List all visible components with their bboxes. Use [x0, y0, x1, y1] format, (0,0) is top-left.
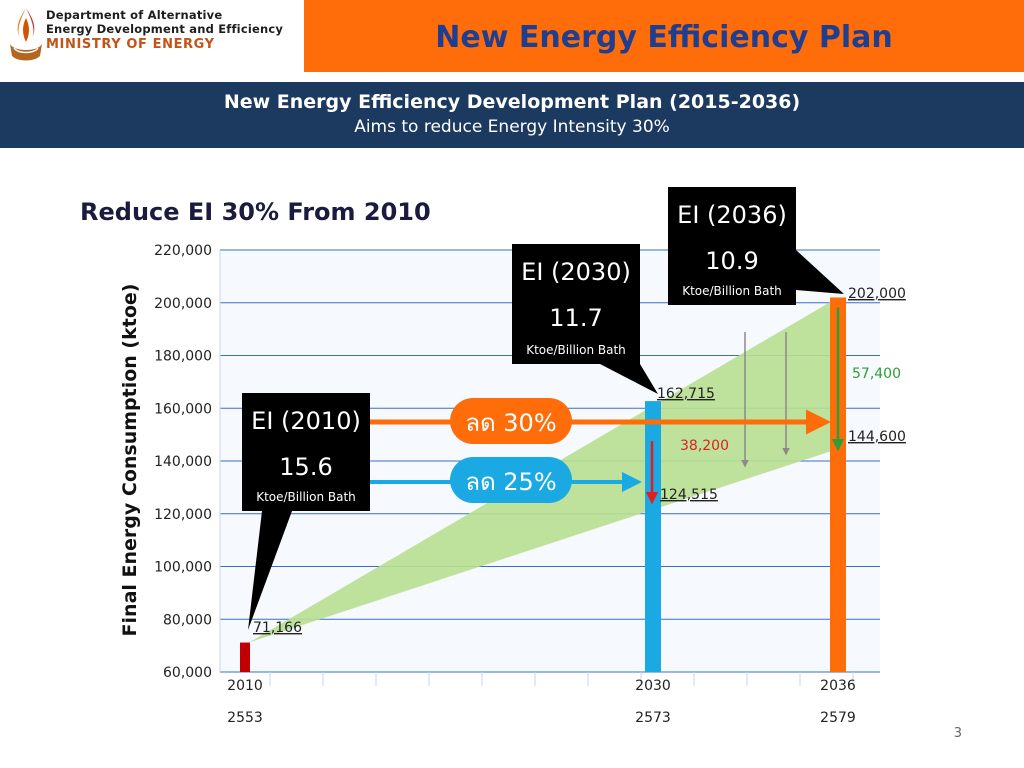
callout-title: EI (2036)	[677, 201, 787, 229]
callout-value: 15.6	[279, 453, 332, 481]
callout-unit: Ktoe/Billion Bath	[526, 343, 626, 357]
y-tick-label: 100,000	[154, 560, 212, 576]
callout-box	[668, 187, 796, 305]
logo-line-3: MINISTRY OF ENERGY	[46, 37, 215, 52]
callout-unit: Ktoe/Billion Bath	[256, 490, 356, 504]
y-tick-label: 200,000	[154, 296, 212, 312]
reduce-25-label: ลด 25%	[465, 468, 556, 496]
reduction-label-2036: 57,400	[852, 366, 901, 382]
callout-box	[512, 244, 640, 364]
target-label-2030: 124,515	[660, 487, 718, 503]
subtitle-line-2: Aims to reduce Energy Intensity 30%	[354, 117, 670, 137]
callout-pointer	[600, 364, 658, 394]
ei-callout-3: EI (2036) 10.9 Ktoe/Billion Bath	[668, 187, 844, 305]
callout-title: EI (2010)	[251, 407, 361, 435]
x-tick-label: 2010	[227, 678, 263, 694]
y-tick-label: 160,000	[154, 401, 212, 417]
reduction-band	[249, 297, 838, 643]
callout-value: 11.7	[549, 304, 602, 332]
ministry-logo: Department of Alternative Energy Develop…	[0, 0, 300, 72]
y-tick-label: 80,000	[163, 612, 212, 628]
subtitle-line-1: New Energy Efficiency Development Plan (…	[223, 91, 801, 113]
bar-2036	[830, 297, 846, 672]
y-tick-label: 60,000	[163, 665, 212, 681]
callout-pointer	[248, 511, 292, 630]
y-tick-label: 180,000	[154, 349, 212, 365]
reduce-25-pill	[450, 457, 572, 503]
page-title: New Energy Efficiency Plan	[304, 0, 1024, 72]
ei-callout-2: EI (2030) 11.7 Ktoe/Billion Bath	[512, 244, 658, 394]
x-tick-label: 2036	[820, 678, 856, 694]
x-tick-label-thai: 2579	[820, 710, 856, 726]
reduce-30-label: ลด 30%	[465, 409, 556, 437]
callout-box	[242, 393, 370, 511]
logo-line-1: Department of Alternative	[46, 8, 223, 22]
reduction-label-2030: 38,200	[680, 438, 729, 454]
bar-2010	[240, 642, 250, 672]
ei-callout-1: EI (2010) 15.6 Ktoe/Billion Bath	[242, 393, 370, 630]
target-label-2036: 144,600	[848, 429, 906, 445]
bar-2030	[645, 401, 661, 672]
page-number: 3	[953, 726, 962, 741]
bar-value-label-2036: 202,000	[848, 286, 906, 302]
y-tick-label: 220,000	[154, 243, 212, 259]
flame-logo-icon	[10, 8, 42, 61]
subtitle-banner: New Energy Efficiency Development Plan (…	[0, 82, 1024, 148]
bar-value-label-2010: 71,166	[253, 620, 302, 636]
callout-unit: Ktoe/Billion Bath	[682, 284, 782, 298]
callout-title: EI (2030)	[521, 258, 631, 286]
y-tick-label: 140,000	[154, 454, 212, 470]
chart-title: Reduce EI 30% From 2010	[80, 198, 431, 226]
reduce-30-pill	[450, 398, 572, 444]
y-tick-label: 120,000	[154, 507, 212, 523]
callout-pointer	[796, 250, 844, 294]
bar-value-label-2030: 162,715	[657, 386, 715, 402]
x-tick-label-thai: 2573	[635, 710, 671, 726]
x-tick-label-thai: 2553	[227, 710, 263, 726]
callout-value: 10.9	[705, 247, 758, 275]
x-tick-label: 2030	[635, 678, 671, 694]
logo-line-2: Energy Development and Efficiency	[46, 22, 284, 36]
